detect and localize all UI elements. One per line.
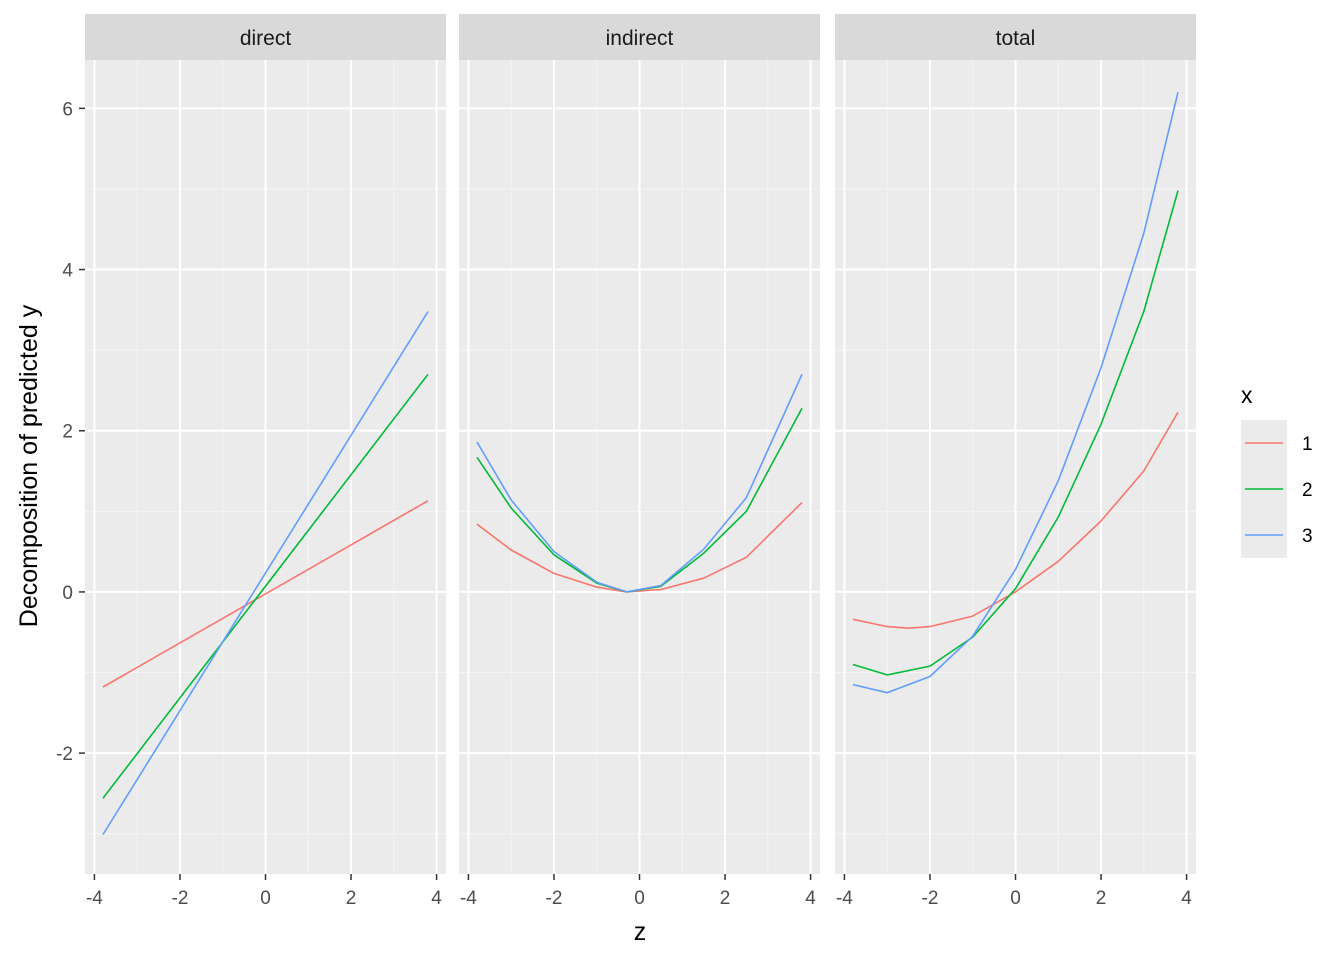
legend-entries: 1 2 3: [1241, 420, 1313, 558]
x-tick-label: -4: [460, 888, 477, 909]
y-tick-label: 6: [62, 99, 73, 120]
legend-label-2: 2: [1302, 480, 1313, 501]
series-line-3: [476, 373, 803, 593]
x-tick-label: -2: [172, 888, 189, 909]
y-tick-label: 4: [62, 261, 73, 282]
strip-label: direct: [240, 27, 292, 50]
x-tick-label: -4: [86, 888, 103, 909]
x-tick-label: 0: [260, 888, 271, 909]
x-tick-label: 2: [720, 888, 731, 909]
strip-background: [85, 14, 446, 60]
x-tick-label: 0: [634, 888, 645, 909]
series-line-2: [852, 190, 1179, 676]
panel-total: total: [835, 14, 1196, 874]
x-tick-label: 4: [1181, 888, 1192, 909]
series-line-3: [102, 311, 429, 835]
x-axis-title: z: [634, 918, 647, 946]
x-tick-label: 2: [346, 888, 357, 909]
x-tick-label: 0: [1010, 888, 1021, 909]
x-tick-label: -4: [836, 888, 853, 909]
x-tick-label: -2: [922, 888, 939, 909]
legend-label-3: 3: [1302, 526, 1313, 547]
panels-layer: direct indirect total: [85, 14, 1196, 874]
axes-layer: -4 -2 0 2 4 -4 -2 0 2 4 -4 -2 0 2 4 -2 0 2 4 6: [56, 99, 1192, 909]
y-tick-label: 2: [62, 422, 73, 443]
x-tick-label: 2: [1096, 888, 1107, 909]
series-line-2: [102, 373, 429, 799]
strip-label: indirect: [606, 27, 674, 50]
panel-indirect: indirect: [459, 14, 820, 874]
legend: x 1 2 3: [1241, 382, 1313, 558]
x-tick-label: 4: [431, 888, 442, 909]
legend-title: x: [1241, 382, 1253, 408]
strip-background: [459, 14, 820, 60]
series-line-3: [852, 92, 1179, 694]
x-tick-label: -2: [546, 888, 563, 909]
legend-label-1: 1: [1302, 434, 1313, 455]
strip-background: [835, 14, 1196, 60]
y-tick-label: 0: [62, 583, 73, 604]
strip-label: total: [996, 27, 1036, 50]
y-tick-label: -2: [56, 744, 73, 765]
series-line-1: [102, 500, 429, 688]
y-axis-title: Decomposition of predicted y: [15, 304, 43, 627]
panel-direct: direct: [85, 14, 446, 874]
x-tick-label: 4: [805, 888, 816, 909]
